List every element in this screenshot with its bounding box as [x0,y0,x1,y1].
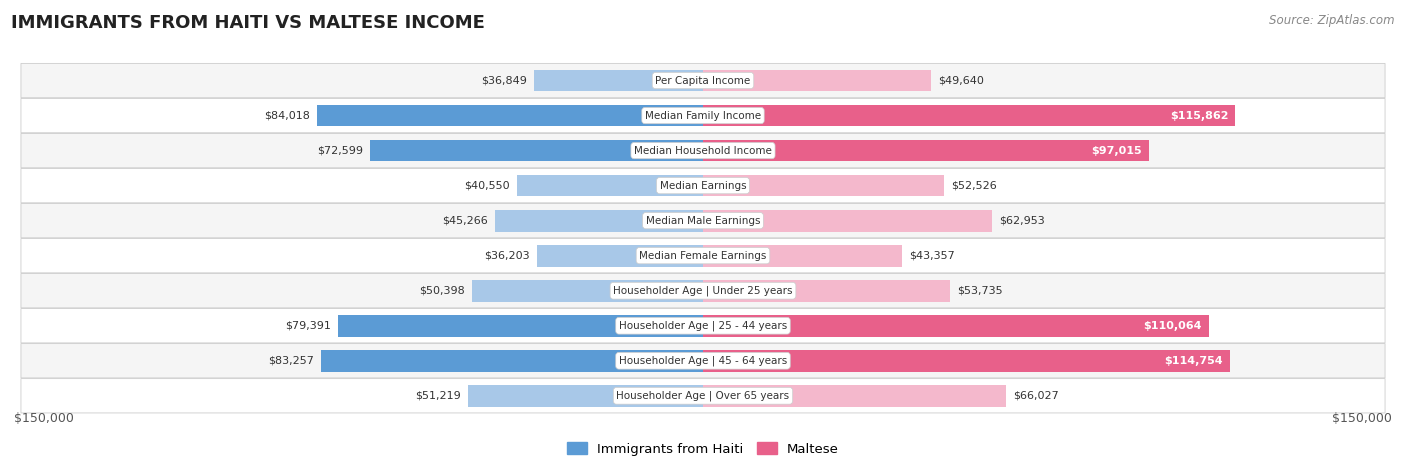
Bar [703,245,903,267]
FancyBboxPatch shape [21,274,1385,308]
Bar [468,385,703,407]
Legend: Immigrants from Haiti, Maltese: Immigrants from Haiti, Maltese [562,437,844,461]
Text: $51,219: $51,219 [415,391,461,401]
FancyBboxPatch shape [21,309,1385,343]
Text: $53,735: $53,735 [956,286,1002,296]
Bar [339,315,703,337]
Text: $49,640: $49,640 [938,76,984,85]
Text: Median Household Income: Median Household Income [634,146,772,156]
Text: $114,754: $114,754 [1164,356,1223,366]
Text: Median Earnings: Median Earnings [659,181,747,191]
Bar [703,105,1234,127]
Text: $84,018: $84,018 [264,111,311,120]
Text: $36,849: $36,849 [481,76,527,85]
Text: Median Male Earnings: Median Male Earnings [645,216,761,226]
Text: Median Female Earnings: Median Female Earnings [640,251,766,261]
Bar [471,280,703,302]
Text: $45,266: $45,266 [443,216,488,226]
FancyBboxPatch shape [21,134,1385,168]
Bar [703,140,1149,162]
Bar [703,70,931,92]
Text: $110,064: $110,064 [1143,321,1202,331]
Bar [517,175,703,197]
FancyBboxPatch shape [21,99,1385,133]
Text: $83,257: $83,257 [267,356,314,366]
Bar [703,280,950,302]
Bar [537,245,703,267]
Text: $43,357: $43,357 [910,251,955,261]
FancyBboxPatch shape [21,379,1385,413]
Bar [318,105,703,127]
FancyBboxPatch shape [21,344,1385,378]
Text: $150,000: $150,000 [1331,412,1392,425]
Text: Source: ZipAtlas.com: Source: ZipAtlas.com [1270,14,1395,27]
Bar [703,210,993,232]
Text: $40,550: $40,550 [464,181,510,191]
Bar [703,175,945,197]
Text: Householder Age | Under 25 years: Householder Age | Under 25 years [613,285,793,296]
Text: $50,398: $50,398 [419,286,464,296]
Text: $52,526: $52,526 [950,181,997,191]
FancyBboxPatch shape [21,239,1385,273]
Bar [703,350,1230,372]
Bar [703,315,1209,337]
Text: IMMIGRANTS FROM HAITI VS MALTESE INCOME: IMMIGRANTS FROM HAITI VS MALTESE INCOME [11,14,485,32]
Text: Householder Age | Over 65 years: Householder Age | Over 65 years [616,390,790,401]
Bar [370,140,703,162]
Text: $36,203: $36,203 [484,251,530,261]
Text: $97,015: $97,015 [1091,146,1142,156]
Text: $150,000: $150,000 [14,412,75,425]
Text: Per Capita Income: Per Capita Income [655,76,751,85]
Text: Median Family Income: Median Family Income [645,111,761,120]
Text: $115,862: $115,862 [1170,111,1229,120]
Bar [534,70,703,92]
Bar [703,385,1007,407]
Bar [321,350,703,372]
Text: Householder Age | 25 - 44 years: Householder Age | 25 - 44 years [619,320,787,331]
FancyBboxPatch shape [21,64,1385,98]
Text: $66,027: $66,027 [1014,391,1059,401]
Text: $72,599: $72,599 [316,146,363,156]
Text: $62,953: $62,953 [1000,216,1045,226]
Text: Householder Age | 45 - 64 years: Householder Age | 45 - 64 years [619,355,787,366]
Bar [495,210,703,232]
Text: $79,391: $79,391 [285,321,332,331]
FancyBboxPatch shape [21,169,1385,203]
FancyBboxPatch shape [21,204,1385,238]
